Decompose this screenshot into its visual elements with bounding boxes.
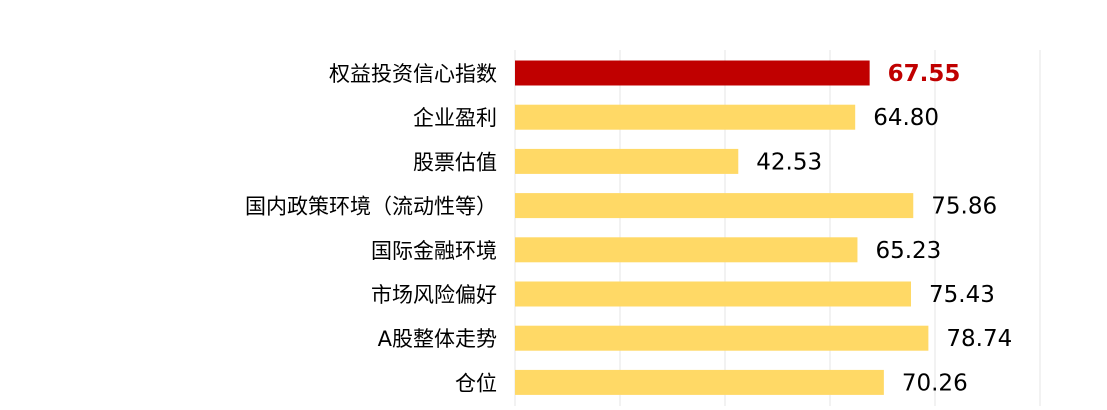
value-label: 75.86	[931, 194, 997, 220]
category-label: 国际金融环境	[371, 239, 497, 263]
bar-1	[515, 104, 856, 130]
category-label: 股票估值	[413, 150, 497, 174]
value-labels: 67.55 64.80 42.53 75.86 65.23 75.43 78.74 70.26	[756, 61, 1012, 396]
category-label: 企业盈利	[413, 106, 497, 130]
bar-3	[515, 193, 914, 219]
bar-6	[515, 325, 929, 351]
category-label: 权益投资信心指数	[329, 62, 497, 86]
value-label: 70.26	[902, 370, 968, 396]
category-label: 仓位	[455, 371, 497, 395]
category-label: 国内政策环境（流动性等）	[245, 195, 497, 219]
value-label: 65.23	[875, 238, 941, 264]
bar-4	[515, 237, 858, 263]
category-label: 市场风险偏好	[371, 283, 497, 307]
bars	[515, 60, 929, 395]
value-label: 75.43	[929, 282, 995, 308]
value-label: 64.80	[873, 105, 939, 131]
bar-0	[515, 60, 870, 86]
bar-5	[515, 281, 912, 307]
category-label: A股整体走势	[378, 327, 497, 351]
bar-7	[515, 369, 884, 395]
gridlines	[514, 50, 1041, 406]
bar-2	[515, 148, 739, 174]
value-label: 78.74	[946, 326, 1012, 352]
value-label: 67.55	[888, 61, 961, 87]
value-label: 42.53	[756, 149, 822, 175]
